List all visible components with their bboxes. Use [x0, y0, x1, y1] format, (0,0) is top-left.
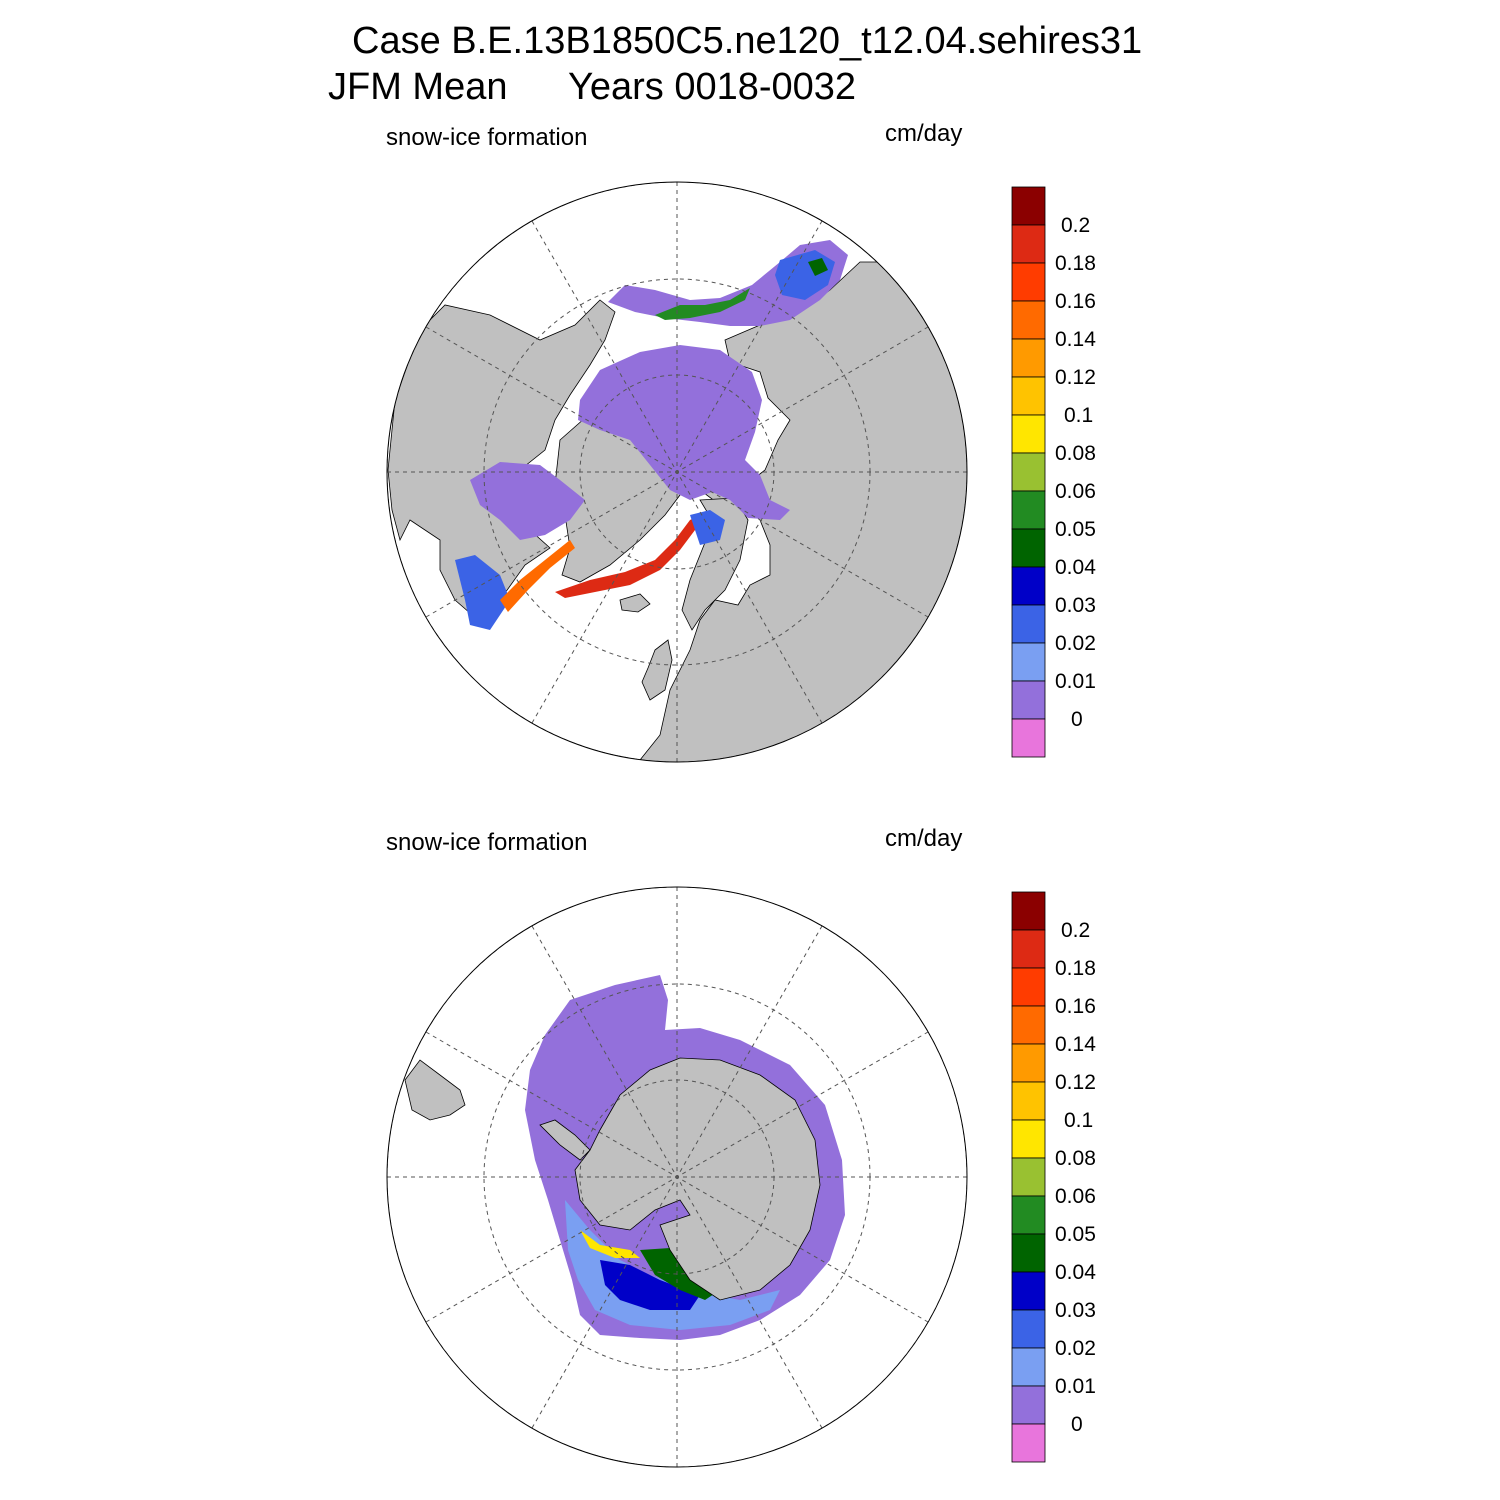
title-line2-left: JFM Mean: [328, 66, 508, 108]
north-tick-3: 0.14: [1055, 328, 1096, 351]
north-tick-11: 0.02: [1055, 632, 1096, 655]
south-colorbar-swatch-13: [1011, 1385, 1046, 1425]
south-land-antarctica: [574, 1057, 821, 1301]
north-units-label: cm/day: [885, 120, 963, 147]
south-tick-9: 0.04: [1055, 1261, 1096, 1284]
north-tick-9: 0.04: [1055, 556, 1096, 579]
south-colorbar-swatch-3: [1011, 1005, 1046, 1045]
south-land-south-america: [404, 1059, 466, 1121]
north-colorbar-swatch-4: [1011, 338, 1046, 378]
south-tick-4: 0.12: [1055, 1071, 1096, 1094]
south-colorbar-swatch-1: [1011, 929, 1046, 969]
south-tick-2: 0.16: [1055, 995, 1096, 1018]
south-tick-13: 0: [1071, 1413, 1083, 1436]
north-graticule: [387, 182, 967, 762]
north-tick-8: 0.05: [1055, 518, 1096, 541]
south-tick-10: 0.03: [1055, 1299, 1096, 1322]
south-tick-1: 0.18: [1055, 957, 1096, 980]
north-tick-10: 0.03: [1055, 594, 1096, 617]
north-polar-map: [386, 181, 968, 763]
south-colorbar-swatch-9: [1011, 1233, 1046, 1273]
north-colorbar-swatch-12: [1011, 642, 1046, 682]
south-tick-11: 0.02: [1055, 1337, 1096, 1360]
north-colorbar-swatch-5: [1011, 376, 1046, 416]
north-colorbar-swatch-14: [1011, 718, 1046, 758]
south-colorbar-swatch-0: [1011, 891, 1046, 931]
south-colorbar-swatch-2: [1011, 967, 1046, 1007]
south-tick-12: 0.01: [1055, 1375, 1096, 1398]
south-ice-coast-yellow: [580, 1230, 640, 1258]
title-line1: Case B.E.13B1850C5.ne120_t12.04.sehires3…: [352, 20, 1143, 62]
north-miz-labrador-core: [500, 540, 575, 612]
north-colorbar: [1011, 186, 1046, 758]
north-map-border: [386, 181, 968, 763]
south-tick-8: 0.05: [1055, 1223, 1096, 1246]
north-ice-hudson-baffin: [470, 462, 585, 540]
north-colorbar-swatch-9: [1011, 528, 1046, 568]
south-colorbar: [1011, 891, 1046, 1463]
north-colorbar-swatch-3: [1011, 300, 1046, 340]
south-tick-6: 0.08: [1055, 1147, 1096, 1170]
north-land-uk: [641, 639, 673, 701]
north-colorbar-swatch-7: [1011, 452, 1046, 492]
south-colorbar-swatch-11: [1011, 1309, 1046, 1349]
south-tick-0: 0.2: [1061, 919, 1091, 942]
north-colorbar-swatch-6: [1011, 414, 1046, 454]
north-left-label: snow-ice formation: [386, 124, 588, 151]
south-colorbar-swatch-10: [1011, 1271, 1046, 1311]
north-tick-1: 0.18: [1055, 252, 1096, 275]
north-tick-2: 0.16: [1055, 290, 1096, 313]
north-tick-13: 0: [1071, 708, 1083, 731]
north-tick-4: 0.12: [1055, 366, 1096, 389]
south-ice-weddell-dark: [600, 1260, 700, 1310]
south-graticule: [387, 887, 967, 1467]
north-tick-5: 0.1: [1064, 404, 1094, 427]
north-miz-labrador: [455, 555, 510, 630]
south-colorbar-swatch-4: [1011, 1043, 1046, 1083]
title-line2-right: Years 0018-0032: [568, 66, 857, 108]
south-map-border: [386, 886, 968, 1468]
north-colorbar-swatch-8: [1011, 490, 1046, 530]
north-colorbar-swatch-2: [1011, 262, 1046, 302]
south-land-peninsula: [539, 1119, 591, 1161]
south-tick-7: 0.06: [1055, 1185, 1096, 1208]
north-tick-7: 0.06: [1055, 480, 1096, 503]
south-left-label: snow-ice formation: [386, 829, 588, 856]
north-land-iceland: [619, 593, 651, 613]
north-tick-0: 0.2: [1061, 214, 1091, 237]
north-colorbar-swatch-1: [1011, 224, 1046, 264]
south-colorbar-swatch-7: [1011, 1157, 1046, 1197]
south-colorbar-swatch-6: [1011, 1119, 1046, 1159]
north-tick-12: 0.01: [1055, 670, 1096, 693]
north-colorbar-swatch-13: [1011, 680, 1046, 720]
south-units-label: cm/day: [885, 825, 963, 852]
north-miz-bering-hot: [655, 288, 750, 320]
south-colorbar-swatch-14: [1011, 1423, 1046, 1463]
south-colorbar-swatch-12: [1011, 1347, 1046, 1387]
south-colorbar-swatch-8: [1011, 1195, 1046, 1235]
north-colorbar-swatch-11: [1011, 604, 1046, 644]
north-miz-greenland-sea: [555, 515, 700, 598]
north-colorbar-swatch-10: [1011, 566, 1046, 606]
south-colorbar-swatch-5: [1011, 1081, 1046, 1121]
south-tick-3: 0.14: [1055, 1033, 1096, 1056]
north-miz-okhotsk-core: [808, 258, 828, 276]
north-tick-6: 0.08: [1055, 442, 1096, 465]
south-tick-5: 0.1: [1064, 1109, 1094, 1132]
north-miz-barents: [690, 510, 725, 545]
south-polar-map: [386, 886, 968, 1468]
north-ice-central-arctic: [578, 345, 790, 520]
north-colorbar-swatch-0: [1011, 186, 1046, 226]
